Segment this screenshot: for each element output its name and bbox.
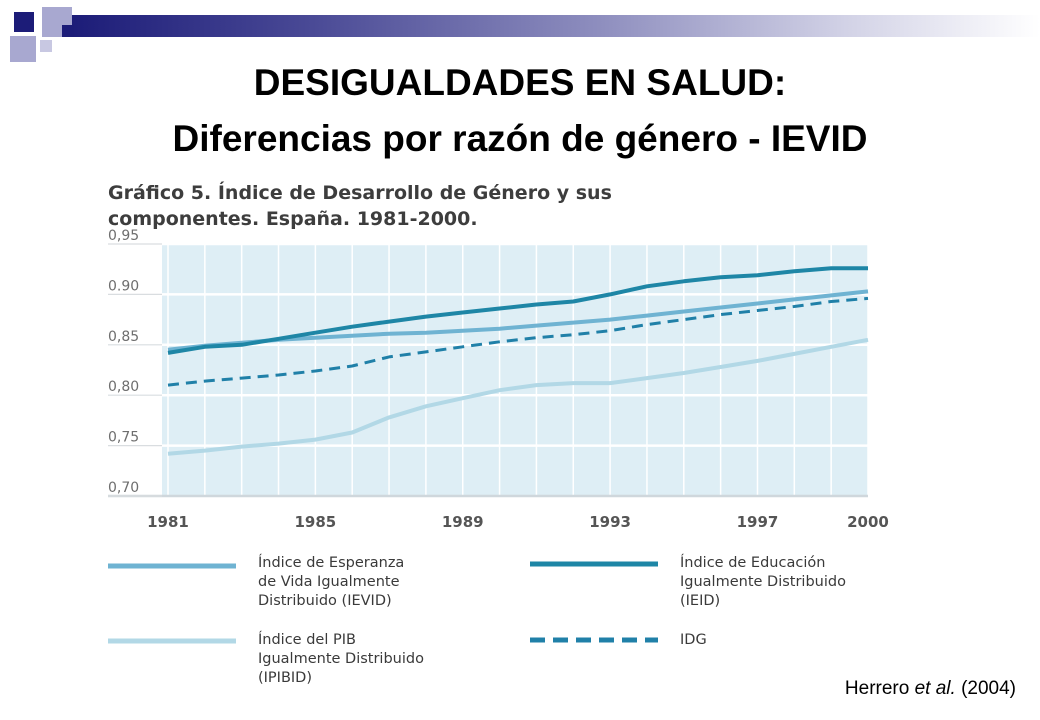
- page-subtitle: Diferencias por razón de género - IEVID: [172, 118, 868, 159]
- legend-label-line: Igualmente Distribuido: [680, 574, 846, 590]
- x-tick-label: 1985: [294, 513, 336, 531]
- x-tick-label: 2000: [847, 513, 889, 531]
- legend-label-line: IDG: [680, 632, 707, 648]
- citation-year: (2004): [961, 678, 1016, 699]
- chart-title-line2: componentes. España. 1981-2000.: [108, 208, 478, 230]
- legend-label-line: Índice de Educación: [680, 555, 826, 571]
- y-tick-label: 0.90: [108, 278, 139, 294]
- legend-entry: Índice de Educación Igualmente Distribuid…: [680, 554, 846, 611]
- legend-label-line: Distribuido (IEVID): [258, 593, 392, 609]
- header-gradient-bar: [70, 15, 1040, 37]
- y-tick-label: 0,70: [108, 480, 139, 496]
- series-line-1: [167, 266, 868, 355]
- legend-entry: IDG: [680, 631, 707, 650]
- x-tick-label: 1989: [442, 513, 484, 531]
- plot-background: [162, 244, 868, 496]
- series-lines: [167, 266, 869, 456]
- citation: Herrero et al. (2004): [845, 678, 1016, 700]
- deco-square-dark: [62, 25, 74, 37]
- deco-square-light: [10, 36, 36, 62]
- legend-entry: Índice del PIB Igualmente Distribuido (IPI…: [258, 631, 424, 688]
- deco-square-dark: [14, 12, 34, 32]
- series-line-3: [167, 296, 869, 387]
- y-tick-label: 0,95: [108, 228, 139, 244]
- y-axis-ticks: 0,95 0.90 0,85 0,80 0,75 0,70: [108, 228, 139, 496]
- y-tick-label: 0,75: [108, 430, 139, 446]
- chart-title: Gráfico 5. Índice de Desarrollo de Géner…: [108, 180, 612, 232]
- series-line-2: [167, 337, 869, 456]
- legend-label-line: (IEID): [680, 593, 721, 609]
- legend-label-line: Índice del PIB: [258, 632, 356, 648]
- legend-label-line: Igualmente Distribuido: [258, 651, 424, 667]
- page-title: DESIGUALDADES EN SALUD:: [253, 62, 787, 103]
- chart-title-line1: Gráfico 5. Índice de Desarrollo de Géner…: [108, 182, 612, 204]
- legend-label-line: de Vida Igualmente: [258, 574, 400, 590]
- citation-author: Herrero: [844, 678, 910, 699]
- gridlines: [108, 242, 869, 498]
- deco-square-light: [40, 40, 52, 52]
- x-tick-label: 1997: [737, 513, 779, 531]
- x-tick-label: 1981: [147, 513, 189, 531]
- y-tick-label: 0,80: [108, 379, 139, 395]
- y-tick-label: 0,85: [108, 329, 139, 345]
- legend-entry: Índice de Esperanza de Vida Igualmente Dis…: [258, 554, 404, 611]
- x-axis-ticks: 1981 1985 1989 1993 1997 2000: [147, 513, 889, 531]
- legend-label-line: Índice de Esperanza: [258, 555, 405, 571]
- legend-label-line: (IPIBID): [258, 670, 312, 686]
- x-tick-label: 1993: [589, 513, 631, 531]
- legend-marks: [108, 561, 658, 644]
- citation-etal: et al.: [914, 678, 956, 699]
